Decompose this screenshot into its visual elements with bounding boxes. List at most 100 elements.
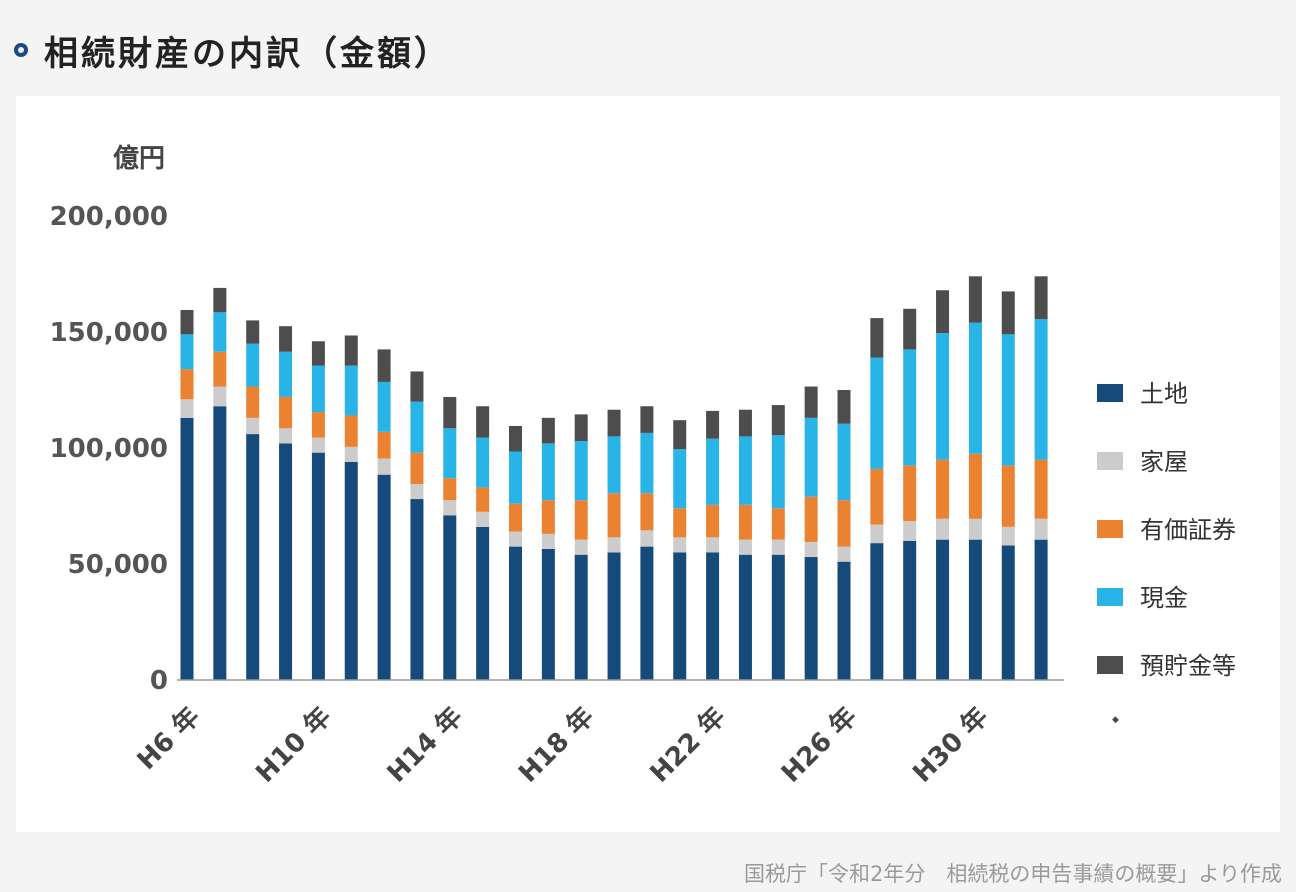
chart-panel: 億円 0 50,000 100,000 150,000 200,000 H6 年 H10 … (16, 96, 1280, 832)
bar-segment-4 (574, 441, 588, 501)
bar-segment-1 (1001, 545, 1015, 680)
bar-segment-2 (410, 483, 424, 500)
bar-segment-1 (968, 539, 982, 680)
bar-segment-5 (1034, 276, 1048, 320)
bar-segment-4 (936, 333, 950, 460)
legend-label: 預貯金等 (1140, 652, 1236, 680)
bar-segment-1 (1034, 539, 1048, 680)
bar-segment-5 (673, 420, 687, 450)
bar-segment-4 (968, 322, 982, 454)
legend-swatch (1097, 588, 1123, 606)
bar-segment-5 (344, 335, 358, 366)
bar-segment-3 (771, 508, 785, 540)
legend-swatch (1097, 384, 1123, 402)
bar-segment-1 (870, 543, 884, 680)
bar-segment-2 (903, 521, 917, 541)
bar-segment-4 (476, 437, 490, 488)
x-tick-label: H6 年 (131, 701, 206, 776)
legend-label: 現金 (1140, 584, 1188, 612)
bar-segment-5 (771, 405, 785, 436)
y-tick-label: 150,000 (50, 318, 168, 348)
bar-segment-1 (279, 443, 293, 680)
bar-segment-4 (903, 349, 917, 466)
bar-segment-2 (837, 546, 851, 562)
bar-segment-2 (279, 428, 293, 444)
bar-segment-4 (541, 443, 555, 501)
legend-swatch (1097, 520, 1123, 538)
bar-segment-3 (1034, 459, 1048, 519)
bar-segment-2 (377, 458, 391, 475)
bar-segment-2 (1001, 526, 1015, 546)
bar-segment-3 (311, 412, 325, 438)
x-tick-label: H10 年 (250, 701, 338, 789)
bar-segment-1 (410, 499, 424, 680)
bar-segment-4 (311, 365, 325, 413)
bar-segment-3 (279, 396, 293, 429)
bar-segment-2 (180, 399, 194, 418)
x-tick-label: H30 年 (907, 701, 995, 789)
bar-segment-2 (771, 539, 785, 555)
bar-segment-4 (509, 451, 522, 504)
bar-segment-5 (541, 417, 555, 444)
bar-segment-3 (607, 493, 621, 538)
bar-segment-1 (706, 552, 720, 680)
bar-segment-1 (673, 552, 687, 680)
bar-segment-4 (279, 351, 293, 397)
bar-segment-2 (541, 533, 555, 549)
y-tick-label: 50,000 (68, 550, 168, 580)
bar-segment-1 (903, 540, 917, 680)
bar-segment-3 (936, 459, 950, 519)
legend-label: 家屋 (1140, 448, 1188, 476)
bar-segment-1 (476, 526, 490, 680)
bar-segment-2 (607, 537, 621, 553)
bar-segment-1 (804, 557, 818, 680)
bar-segment-3 (804, 496, 818, 542)
bar-segment-1 (180, 417, 194, 680)
bar-segment-5 (476, 406, 490, 438)
bar-segment-2 (443, 500, 457, 516)
bar-segment-4 (607, 436, 621, 494)
bar-segment-4 (738, 436, 752, 505)
bar-segment-5 (377, 349, 391, 382)
bar-segment-3 (476, 487, 490, 512)
bar-segment-5 (574, 414, 588, 442)
bar-segment-4 (804, 417, 818, 497)
bar-segment-1 (541, 548, 555, 680)
legend-swatch (1097, 656, 1123, 674)
legend-swatch (1097, 452, 1123, 470)
bar-segment-4 (246, 343, 260, 387)
bar-segment-5 (936, 290, 950, 334)
bar-segment-2 (936, 518, 950, 540)
bar-segment-2 (804, 541, 818, 558)
bar-segment-4 (410, 401, 424, 453)
bar-segment-2 (574, 539, 588, 555)
bar-segment-3 (640, 493, 654, 531)
bar-segment-4 (870, 357, 884, 469)
bar-segment-1 (936, 539, 950, 680)
bar-segment-2 (673, 537, 687, 553)
bar-segment-5 (738, 409, 752, 437)
y-tick-label: 200,000 (50, 202, 168, 232)
bar-segment-5 (1001, 291, 1015, 335)
bar-segment-4 (443, 428, 457, 479)
bar-segment-1 (443, 515, 457, 680)
bar-segment-4 (377, 381, 391, 432)
bar-segment-4 (1034, 319, 1048, 460)
bar-segment-3 (574, 500, 588, 540)
bar-segment-4 (837, 423, 851, 501)
bar-segment-2 (640, 530, 654, 547)
bar-segment-5 (640, 406, 654, 433)
bar-segment-5 (311, 341, 325, 366)
x-tick-label: H14 年 (381, 701, 469, 789)
legend-label: 土地 (1140, 380, 1188, 408)
bar-segment-3 (443, 478, 457, 501)
bar-segment-4 (213, 312, 227, 352)
y-unit-label: 億円 (113, 144, 165, 174)
bar-segment-1 (213, 406, 227, 680)
bar-segment-2 (476, 511, 490, 527)
bar-segment-1 (311, 452, 325, 680)
bar-segment-1 (377, 474, 391, 680)
stacked-bar-chart: 億円 0 50,000 100,000 150,000 200,000 H6 年 H10 … (50, 144, 1236, 789)
bar-segment-5 (279, 326, 293, 352)
bar-segment-5 (607, 409, 621, 437)
